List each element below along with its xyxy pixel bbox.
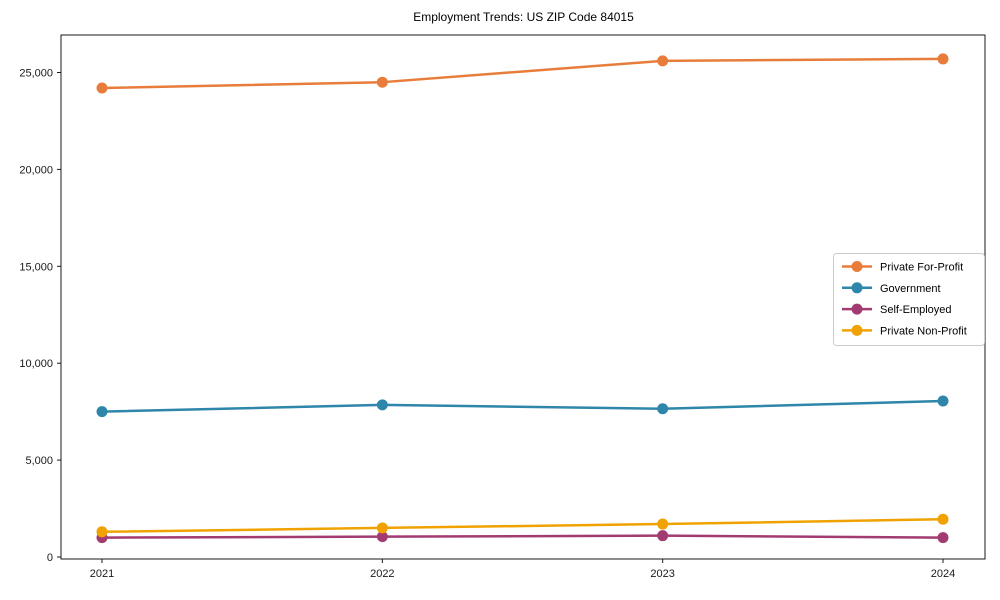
data-point-private-non-profit bbox=[937, 513, 949, 525]
legend-sample-marker-private-non-profit bbox=[851, 324, 863, 336]
data-point-private-for-profit bbox=[937, 53, 949, 65]
y-tick-label: 25,000 bbox=[19, 68, 53, 80]
data-point-self-employed bbox=[657, 530, 669, 542]
legend-label-government: Government bbox=[880, 283, 941, 295]
data-point-private-non-profit bbox=[376, 522, 388, 534]
data-point-private-non-profit bbox=[657, 518, 669, 530]
legend-sample-marker-private-for-profit bbox=[851, 261, 863, 272]
series-line-private-for-profit bbox=[100, 57, 945, 90]
data-point-government bbox=[96, 406, 108, 418]
legend-sample-marker-self-employed bbox=[851, 303, 863, 315]
x-tick-label: 2021 bbox=[90, 568, 114, 580]
y-tick-label: 5,000 bbox=[25, 455, 53, 467]
legend-label-private-for-profit: Private For-Profit bbox=[880, 262, 963, 274]
data-point-government bbox=[376, 399, 388, 411]
series-line-government bbox=[100, 399, 945, 413]
legend-label-private-non-profit: Private Non-Profit bbox=[880, 325, 967, 337]
y-tick-label: 20,000 bbox=[19, 164, 53, 176]
series-line-private-non-profit bbox=[100, 517, 945, 534]
y-tick-label: 10,000 bbox=[19, 358, 53, 370]
x-tick-label: 2024 bbox=[931, 568, 955, 580]
data-point-self-employed bbox=[937, 532, 949, 544]
y-tick-label: 0 bbox=[47, 552, 53, 564]
data-point-government bbox=[657, 403, 669, 415]
legend-label-self-employed: Self-Employed bbox=[880, 304, 952, 316]
x-tick-label: 2023 bbox=[650, 568, 674, 580]
data-point-private-for-profit bbox=[96, 82, 108, 94]
data-point-private-non-profit bbox=[96, 526, 108, 538]
x-tick-label: 2022 bbox=[370, 568, 394, 580]
data-point-government bbox=[937, 395, 949, 407]
legend-box bbox=[833, 253, 985, 346]
chart-title: Employment Trends: US ZIP Code 84015 bbox=[413, 10, 634, 24]
y-tick-label: 15,000 bbox=[19, 261, 53, 273]
data-point-private-for-profit bbox=[657, 55, 669, 67]
series-line-self-employed bbox=[100, 534, 945, 539]
legend-sample-marker-government bbox=[851, 282, 863, 294]
data-point-self-employed bbox=[376, 531, 388, 543]
data-point-private-for-profit bbox=[376, 76, 388, 88]
